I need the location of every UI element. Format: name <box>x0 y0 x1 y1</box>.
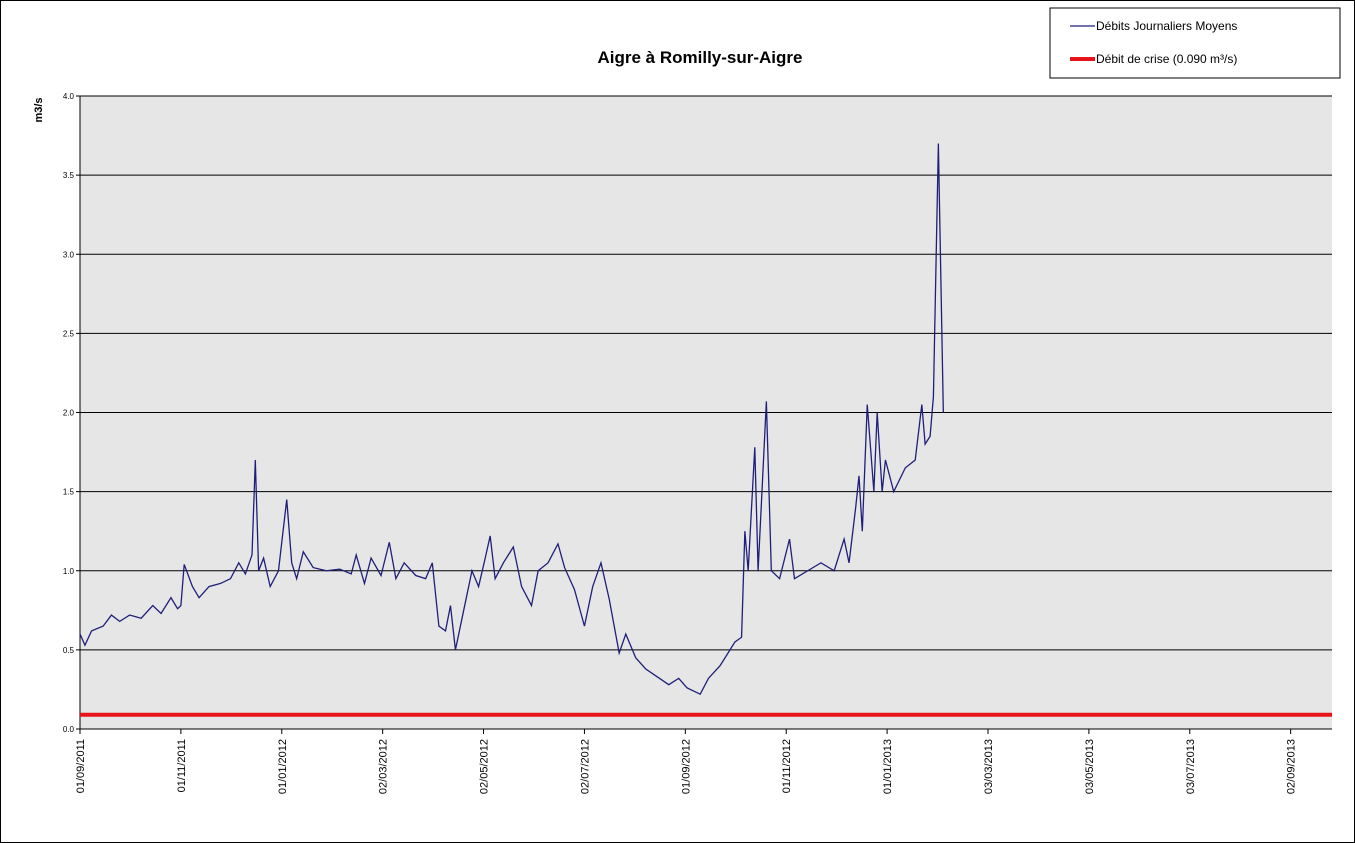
chart-title: Aigre à Romilly-sur-Aigre <box>598 48 803 67</box>
x-tick-label: 02/07/2012 <box>579 739 591 794</box>
y-tick-label: 3.0 <box>63 250 75 259</box>
legend-box <box>1049 7 1341 79</box>
x-tick-label: 01/11/2012 <box>781 739 793 793</box>
x-tick-label: 02/09/2013 <box>1286 739 1298 794</box>
x-tick-label: 01/01/2012 <box>277 739 289 794</box>
y-tick-label: 1.5 <box>63 488 75 497</box>
x-tick-label: 02/03/2012 <box>378 739 390 794</box>
y-tick-label: 2.5 <box>63 329 75 338</box>
y-tick-label: 0.0 <box>63 725 75 734</box>
x-tick-label: 01/09/2012 <box>680 739 692 794</box>
series-line <box>79 143 944 696</box>
x-tick-label: 01/09/2011 <box>75 739 87 793</box>
legend-label: Débit de crise (0.090 m³/s) <box>1096 52 1237 66</box>
x-tick-label: 02/05/2012 <box>479 739 491 794</box>
y-axis-label: m3/s <box>33 97 45 122</box>
y-tick-label: 2.0 <box>63 409 75 418</box>
x-tick-label: 01/01/2013 <box>882 739 894 794</box>
x-tick-label: 03/05/2013 <box>1084 739 1096 794</box>
y-tick-label: 3.5 <box>63 171 75 180</box>
legend-label: Débits Journaliers Moyens <box>1096 19 1237 33</box>
y-tick-label: 0.5 <box>63 646 75 655</box>
x-tick-label: 03/03/2013 <box>983 739 995 794</box>
y-tick-label: 4.0 <box>63 92 75 101</box>
x-tick-label: 03/07/2013 <box>1185 739 1197 794</box>
y-tick-label: 1.0 <box>63 567 75 576</box>
x-tick-label: 01/11/2011 <box>176 739 188 792</box>
